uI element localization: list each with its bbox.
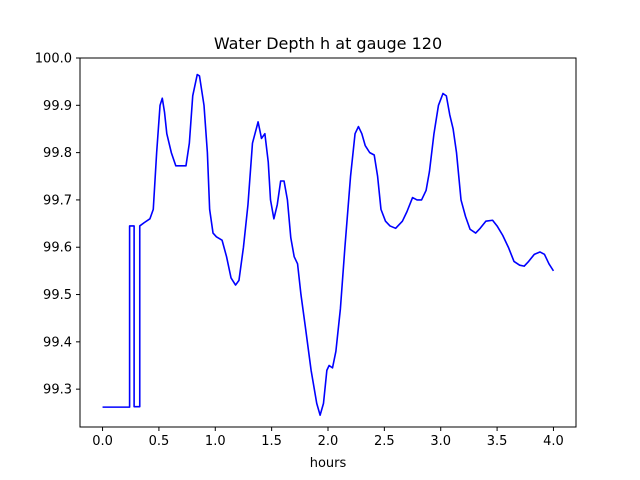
y-tick-label: 99.3 [43,383,72,398]
y-tick-label: 99.6 [43,241,72,256]
x-tick-label: 1.5 [261,434,282,449]
plot-background [80,58,576,427]
y-tick-label: 99.5 [43,288,72,303]
x-tick-label: 1.0 [205,434,226,449]
x-tick-label: 2.5 [374,434,395,449]
plot-area [79,57,577,428]
y-tick-label: 99.8 [43,146,72,161]
x-axis: 0.0 0.5 1.0 1.5 2.0 2.5 3.0 3.5 4.0 [92,427,564,449]
y-tick-label: 99.7 [43,193,72,208]
y-tick-label: 99.4 [43,335,72,350]
x-tick-label: 2.0 [318,434,339,449]
x-tick-label: 4.0 [543,434,564,449]
x-tick-label: 3.0 [430,434,451,449]
x-tick-label: 0.5 [149,434,170,449]
x-axis-label: hours [310,456,347,471]
series-line [102,73,555,416]
x-tick-label: 3.5 [487,434,508,449]
chart-title: Water Depth h at gauge 120 [214,34,442,53]
y-tick-label: 99.9 [43,99,72,114]
x-tick-label: 0.0 [92,434,113,449]
y-axis: 99.3 99.4 99.5 99.6 99.7 99.8 99.9 100.0 [35,52,80,398]
y-tick-label: 100.0 [35,52,72,67]
